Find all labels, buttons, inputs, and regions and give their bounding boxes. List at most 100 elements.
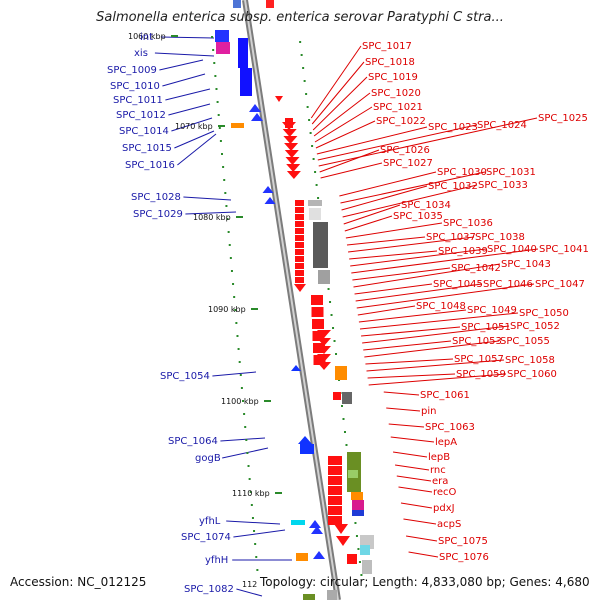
- gene-block: [295, 235, 304, 241]
- gene-label-left: SPC_1014: [119, 126, 169, 137]
- gene-label-right: recO: [433, 487, 457, 498]
- tick-dot: [358, 561, 361, 563]
- tick-dot: [355, 535, 358, 537]
- leader-line: [362, 325, 510, 344]
- tick-dot: [239, 374, 242, 376]
- tick-dot: [300, 54, 303, 56]
- topology-text: Topology: circular; Length: 4,833,080 bp…: [260, 575, 590, 589]
- tick-dot: [243, 413, 246, 415]
- gene-block: [328, 456, 342, 465]
- gene-label-right: SPC_1039: [438, 246, 488, 257]
- gene-block: [328, 486, 342, 495]
- gene-label-right: SPC_1040: [487, 244, 537, 255]
- leader-line: [171, 117, 213, 132]
- gene-block: [328, 476, 342, 485]
- gene-block: [295, 214, 304, 220]
- tick-dot: [314, 171, 317, 173]
- gene-block: [313, 222, 328, 268]
- leader-line: [165, 88, 211, 101]
- partial-kbp-label: 112: [242, 580, 258, 589]
- gene-label-left: SPC_1012: [116, 110, 166, 121]
- kbp-tick-mark: [275, 492, 282, 494]
- leader-line: [344, 215, 393, 232]
- gene-arrow: [249, 104, 261, 112]
- gene-label-right: SPC_1022: [376, 116, 426, 127]
- gene-label-right: pdxJ: [433, 503, 455, 514]
- tick-dot: [332, 327, 335, 329]
- leader-line: [403, 518, 437, 525]
- tick-dot: [215, 88, 218, 90]
- gene-label-left: SPC_1054: [160, 371, 210, 382]
- gene-label-left: yfhL: [199, 516, 221, 527]
- gene-label-right: SPC_1036: [443, 218, 493, 229]
- gene-label-right: SPC_1055: [500, 336, 550, 347]
- gene-block: [342, 392, 352, 404]
- gene-block: [348, 470, 358, 478]
- gene-label-right: SPC_1076: [439, 552, 489, 563]
- gene-block: [295, 242, 304, 248]
- tick-dot: [219, 140, 222, 142]
- kbp-tick-mark: [264, 400, 271, 402]
- gene-arrow: [309, 520, 321, 528]
- gene-arrow: [282, 129, 297, 137]
- gene-block: [296, 553, 308, 561]
- gene-block: [328, 496, 342, 505]
- gene-arrow: [284, 150, 299, 158]
- gene-block: [295, 270, 304, 276]
- gene-label-right: SPC_1048: [416, 301, 466, 312]
- leader-line: [236, 588, 263, 597]
- gene-block: [362, 560, 372, 574]
- kbp-tick-mark: [171, 35, 178, 37]
- tick-dot: [311, 145, 314, 147]
- leader-line: [353, 263, 501, 288]
- leader-line: [310, 45, 362, 119]
- left-leader-lines: [154, 36, 292, 597]
- gene-label-right: SPC_1059: [456, 369, 506, 380]
- tick-dot: [308, 119, 311, 121]
- gene-block: [266, 0, 274, 8]
- gene-block: [216, 42, 230, 54]
- map-title: Salmonella enterica subsp. enterica sero…: [96, 10, 504, 25]
- leader-line: [364, 340, 500, 358]
- gene-label-right: SPC_1047: [535, 279, 585, 290]
- gene-block: [311, 295, 323, 305]
- leader-line: [311, 61, 365, 125]
- leader-line: [315, 120, 376, 149]
- gene-block: [295, 249, 304, 255]
- gene-block: [295, 228, 304, 234]
- gene-label-right: lepB: [428, 452, 450, 463]
- gene-label-right: SPC_1030: [437, 167, 487, 178]
- gene-block: [215, 30, 229, 42]
- leader-line: [349, 250, 438, 260]
- leader-line: [319, 149, 380, 173]
- gene-label-right: SPC_1053: [452, 336, 502, 347]
- gene-block: [295, 256, 304, 262]
- gene-block: [328, 516, 342, 525]
- gene-block: [295, 221, 304, 227]
- gene-arrow: [311, 526, 323, 534]
- gene-label-right: SPC_1024: [477, 120, 527, 131]
- leader-line: [159, 59, 204, 71]
- tick-dot: [216, 101, 219, 103]
- tick-dot: [250, 504, 253, 506]
- gene-label-left: SPC_1029: [133, 209, 183, 220]
- leader-line: [226, 520, 281, 525]
- leader-line: [316, 126, 428, 155]
- leader-line: [406, 535, 438, 542]
- gene-label-left: SPC_1074: [181, 532, 231, 543]
- gene-arrow: [334, 524, 348, 534]
- gene-label-left: SPC_1082: [184, 584, 234, 595]
- leader-line: [183, 196, 232, 201]
- gene-block: [352, 510, 364, 516]
- tick-dot: [247, 465, 250, 467]
- leader-line: [314, 106, 373, 143]
- tick-dot: [218, 127, 221, 129]
- leader-line: [392, 451, 428, 458]
- tick-dot: [226, 218, 229, 220]
- gene-block: [313, 355, 326, 365]
- gene-block: [231, 123, 244, 128]
- tick-dot: [335, 353, 338, 355]
- gene-label-left: xis: [134, 48, 148, 59]
- tick-dot: [227, 231, 230, 233]
- genome-backbone: [242, 0, 341, 600]
